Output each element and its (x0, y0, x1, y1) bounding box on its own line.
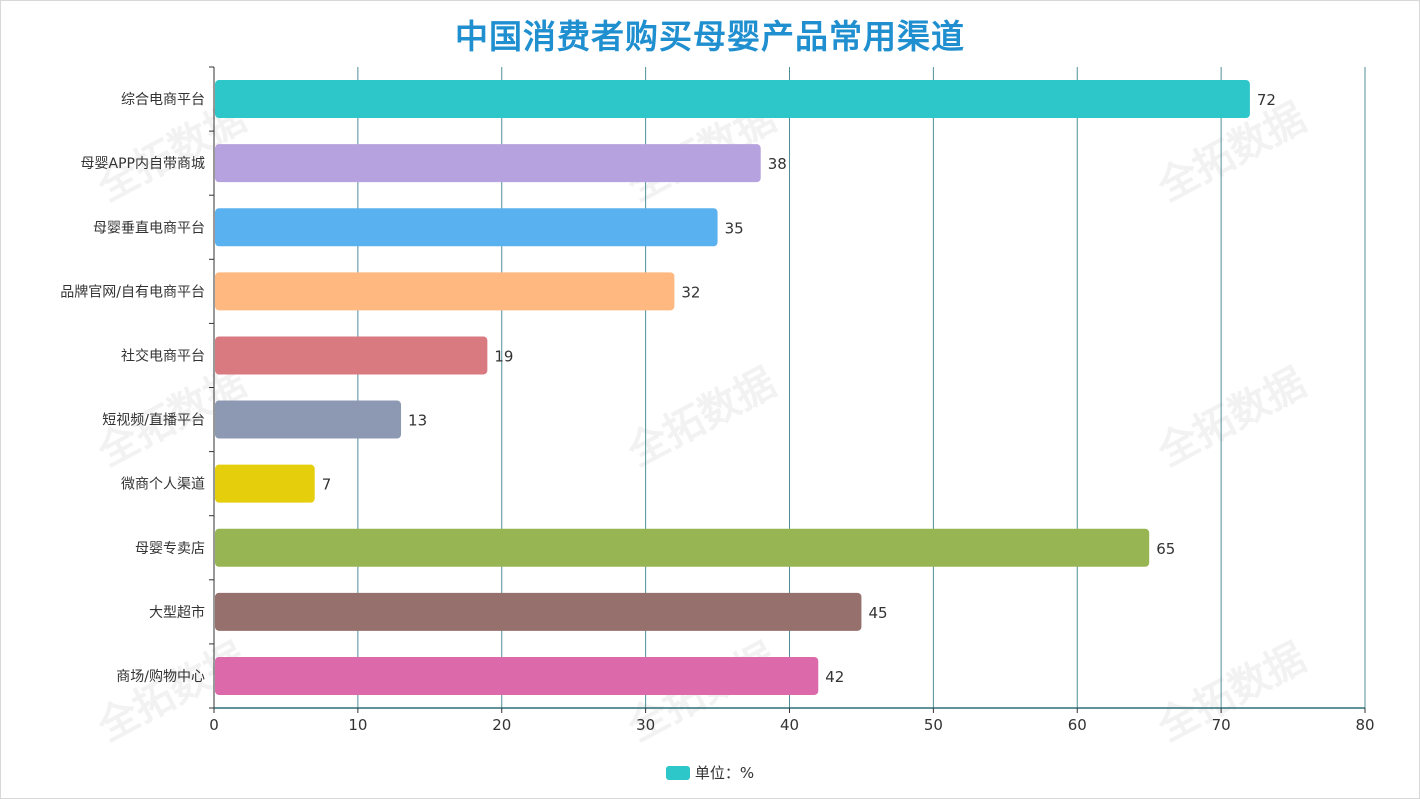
bar (215, 400, 402, 439)
bar (215, 656, 819, 695)
x-tick-label: 80 (1355, 716, 1374, 734)
x-tick-label: 50 (924, 716, 943, 734)
category-label: 母婴垂直电商平台 (93, 219, 205, 236)
x-tick-label: 0 (209, 716, 219, 734)
category-label: 微商个人渠道 (121, 477, 205, 493)
x-tick-label: 60 (1068, 716, 1087, 734)
x-tick-label: 10 (348, 716, 367, 734)
data-label: 19 (494, 347, 513, 365)
legend[interactable]: 单位：% (0, 762, 1420, 783)
category-label: 商场/购物中心 (116, 669, 205, 685)
bar (215, 528, 1150, 567)
bar (215, 464, 315, 503)
data-label: 13 (408, 412, 427, 430)
bar (215, 144, 761, 183)
data-label: 7 (322, 476, 332, 494)
category-label: 品牌官网/自有电商平台 (60, 283, 205, 300)
data-label: 32 (681, 283, 700, 301)
bar (215, 336, 488, 375)
category-label: 短视频/直播平台 (102, 412, 205, 429)
legend-label: 单位：% (694, 764, 755, 782)
category-label: 大型超市 (149, 604, 205, 621)
legend-swatch (665, 765, 690, 780)
category-label: 母婴APP内自带商城 (81, 156, 205, 172)
bar (215, 80, 1250, 119)
category-label: 综合电商平台 (121, 92, 205, 108)
category-label: 社交电商平台 (121, 347, 205, 364)
x-tick-label: 70 (1212, 716, 1231, 734)
x-tick-label: 20 (492, 716, 511, 734)
bar (215, 208, 718, 247)
x-tick-label: 40 (780, 716, 799, 734)
data-label: 35 (725, 219, 744, 237)
data-label: 38 (768, 155, 787, 173)
bar (215, 592, 862, 631)
data-label: 65 (1156, 540, 1175, 558)
x-tick-label: 30 (636, 716, 655, 734)
bar (215, 272, 675, 311)
category-label: 母婴专卖店 (135, 541, 205, 557)
data-label: 45 (868, 604, 887, 622)
data-label: 72 (1257, 91, 1276, 109)
data-label: 42 (825, 668, 844, 686)
chart-title: 中国消费者购买母婴产品常用渠道 (455, 17, 965, 56)
